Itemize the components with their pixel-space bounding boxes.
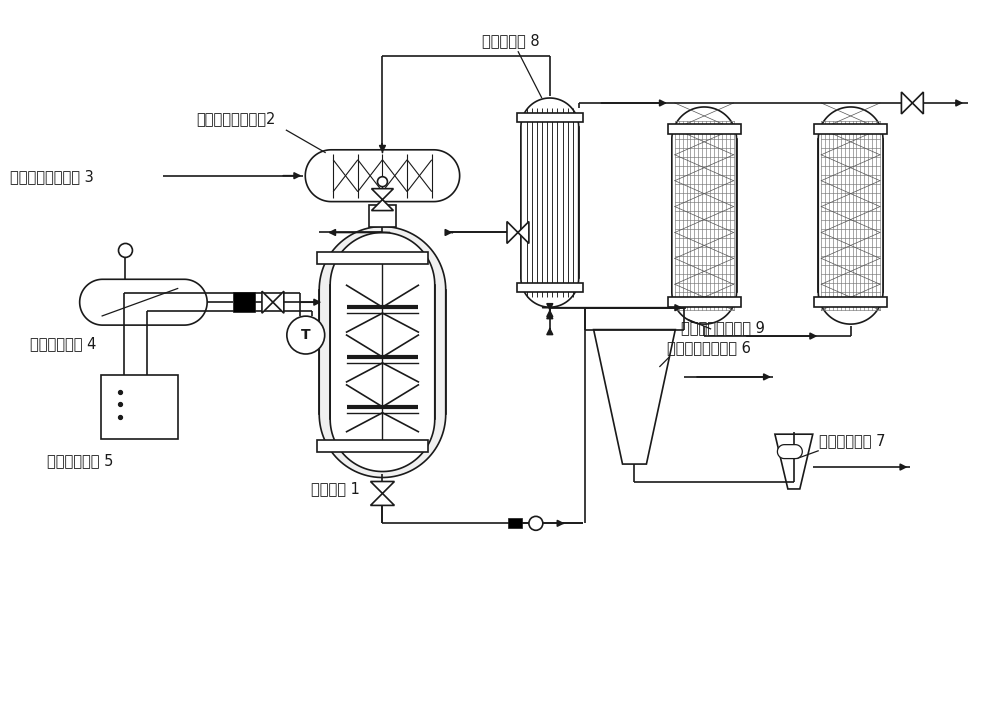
Bar xyxy=(319,290,446,414)
Polygon shape xyxy=(330,233,435,472)
Bar xyxy=(369,204,396,226)
Polygon shape xyxy=(273,291,284,313)
Bar xyxy=(101,375,178,438)
Text: 沉淀、离心分离器 6: 沉淀、离心分离器 6 xyxy=(667,340,751,355)
Polygon shape xyxy=(507,221,518,243)
Text: 反应试剂混合装置2: 反应试剂混合装置2 xyxy=(196,111,276,126)
Circle shape xyxy=(529,516,543,530)
Text: 温度控制系统 5: 温度控制系统 5 xyxy=(47,454,113,469)
Polygon shape xyxy=(371,481,394,493)
Polygon shape xyxy=(372,199,393,211)
Bar xyxy=(674,121,735,310)
Polygon shape xyxy=(518,221,529,243)
Polygon shape xyxy=(262,291,273,313)
Polygon shape xyxy=(775,434,813,489)
Bar xyxy=(508,518,522,528)
Text: 反应系统 1: 反应系统 1 xyxy=(311,481,360,496)
Bar xyxy=(672,139,737,292)
Polygon shape xyxy=(80,279,207,325)
Polygon shape xyxy=(901,92,912,114)
Polygon shape xyxy=(672,107,737,324)
Polygon shape xyxy=(777,445,802,459)
Circle shape xyxy=(119,243,132,257)
Bar xyxy=(818,139,883,292)
Bar xyxy=(668,124,741,134)
Bar xyxy=(820,121,881,310)
Polygon shape xyxy=(372,189,393,199)
Bar xyxy=(517,113,583,122)
Polygon shape xyxy=(305,150,460,201)
Text: 氮气保护系统 4: 氮气保护系统 4 xyxy=(30,336,96,351)
Text: T: T xyxy=(301,328,311,342)
Polygon shape xyxy=(371,493,394,506)
Polygon shape xyxy=(319,226,446,477)
Polygon shape xyxy=(912,92,923,114)
Bar xyxy=(517,283,583,292)
Bar xyxy=(233,292,255,312)
Bar xyxy=(668,297,741,307)
Bar xyxy=(521,127,579,279)
Bar xyxy=(317,252,428,264)
Text: 二级活性炭吸附塔 9: 二级活性炭吸附塔 9 xyxy=(681,320,765,335)
Text: 冷凝回流器 8: 冷凝回流器 8 xyxy=(482,33,540,48)
Circle shape xyxy=(287,316,325,354)
Polygon shape xyxy=(818,107,883,324)
Polygon shape xyxy=(594,329,675,464)
Bar xyxy=(317,440,428,452)
Circle shape xyxy=(377,177,387,187)
Bar xyxy=(814,124,887,134)
Text: 氯代有机污染废物 3: 氯代有机污染废物 3 xyxy=(10,169,94,184)
Text: 残渣处理装置 7: 残渣处理装置 7 xyxy=(819,433,885,449)
Polygon shape xyxy=(521,98,579,307)
Bar xyxy=(330,285,435,419)
Bar xyxy=(814,297,887,307)
